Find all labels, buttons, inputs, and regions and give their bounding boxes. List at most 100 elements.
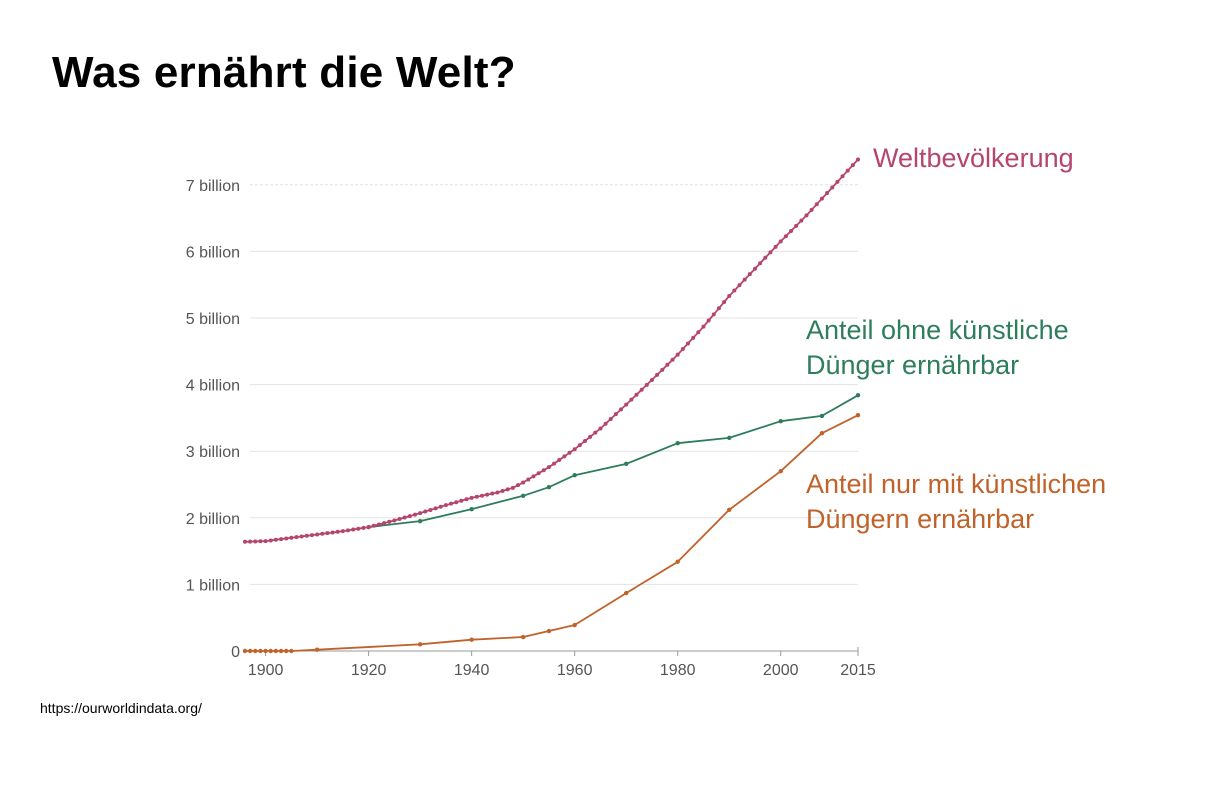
data-point (479, 493, 484, 498)
data-point (778, 239, 783, 244)
data-point (845, 168, 850, 173)
data-point (624, 402, 629, 407)
data-point (289, 648, 294, 654)
data-point (758, 261, 763, 266)
data-point (294, 535, 299, 540)
data-point (248, 539, 253, 544)
data-point (747, 272, 752, 277)
data-point (438, 504, 443, 509)
data-point (268, 538, 273, 543)
data-point (773, 244, 778, 249)
data-point (716, 306, 721, 311)
data-point (335, 529, 340, 534)
data-point (593, 430, 598, 435)
data-point (449, 501, 454, 506)
series-lines (242, 157, 861, 654)
data-point (691, 335, 696, 340)
data-point (546, 484, 552, 490)
series-line (368, 394, 859, 528)
data-point (629, 397, 634, 402)
data-point (516, 483, 521, 488)
data-point (315, 532, 320, 537)
data-point (253, 539, 258, 544)
data-point (309, 533, 314, 538)
data-point (304, 533, 309, 538)
data-point (768, 250, 773, 255)
data-point (711, 312, 716, 317)
y-tick-label: 0 (231, 644, 240, 661)
data-point (840, 174, 845, 179)
data-point (412, 512, 417, 517)
y-tick-label: 5 billion (186, 311, 240, 328)
data-point (835, 179, 840, 184)
data-point (459, 498, 464, 503)
series-0 (243, 157, 860, 544)
data-point (521, 480, 526, 485)
data-point (598, 426, 603, 431)
x-tick-label: 1940 (454, 662, 490, 679)
data-point (392, 518, 397, 523)
data-point (819, 431, 825, 436)
data-point (520, 493, 526, 499)
data-point (428, 507, 433, 512)
data-point (273, 648, 279, 654)
series-label-2: Anteil nur mit künstlichen (806, 469, 1106, 499)
data-point (299, 534, 304, 539)
data-point (572, 622, 577, 628)
series-2 (242, 413, 861, 654)
data-point (623, 590, 629, 596)
data-point (814, 202, 819, 207)
data-point (279, 537, 284, 542)
grid-lines (250, 184, 858, 585)
data-point (783, 234, 788, 239)
series-label-1: Dünger ernährbar (806, 350, 1019, 380)
data-point (804, 213, 809, 218)
data-point (500, 488, 505, 493)
data-point (819, 413, 825, 419)
data-point (278, 648, 284, 654)
data-point (366, 525, 371, 530)
data-point (541, 468, 546, 473)
y-tick-label: 4 billion (186, 378, 240, 395)
series-line (245, 414, 859, 652)
data-point (639, 387, 644, 392)
data-point (454, 500, 459, 505)
data-point (258, 539, 263, 544)
data-point (778, 468, 783, 474)
data-point (572, 472, 577, 478)
data-point (655, 372, 660, 377)
slide-title: Was ernährt die Welt? (52, 48, 516, 97)
data-point (423, 509, 428, 514)
data-point (505, 487, 510, 492)
series-label-1: Anteil ohne künstliche (806, 315, 1069, 345)
data-point (531, 474, 536, 479)
source-link[interactable]: https://ourworldindata.org/ (40, 700, 202, 716)
data-point (742, 277, 747, 282)
y-tick-label: 3 billion (186, 444, 240, 461)
data-point (855, 413, 861, 418)
data-point (371, 523, 376, 528)
y-tick-label: 7 billion (186, 178, 240, 195)
x-tick-label: 2000 (763, 662, 799, 679)
data-point (706, 318, 711, 323)
data-point (284, 648, 289, 654)
data-point (284, 536, 289, 541)
data-point (608, 416, 613, 421)
data-point (382, 521, 387, 526)
data-point (433, 506, 438, 511)
data-point (346, 528, 351, 533)
data-point (485, 492, 490, 497)
data-point (325, 531, 330, 536)
series-label-2: Düngern ernährbar (806, 504, 1034, 534)
data-point (732, 288, 737, 293)
data-point (314, 647, 320, 652)
data-point (546, 465, 551, 470)
data-point (819, 196, 824, 201)
series-labels: Weltbevölkerung Anteil ohne künstliche Dün… (806, 143, 1106, 534)
data-point (356, 526, 361, 531)
data-point (557, 457, 562, 462)
series-label-0: Weltbevölkerung (873, 143, 1074, 173)
data-point (737, 283, 742, 288)
y-axis: 0 1 billion 2 billion 3 billion 4 billion 5 b… (186, 178, 240, 661)
